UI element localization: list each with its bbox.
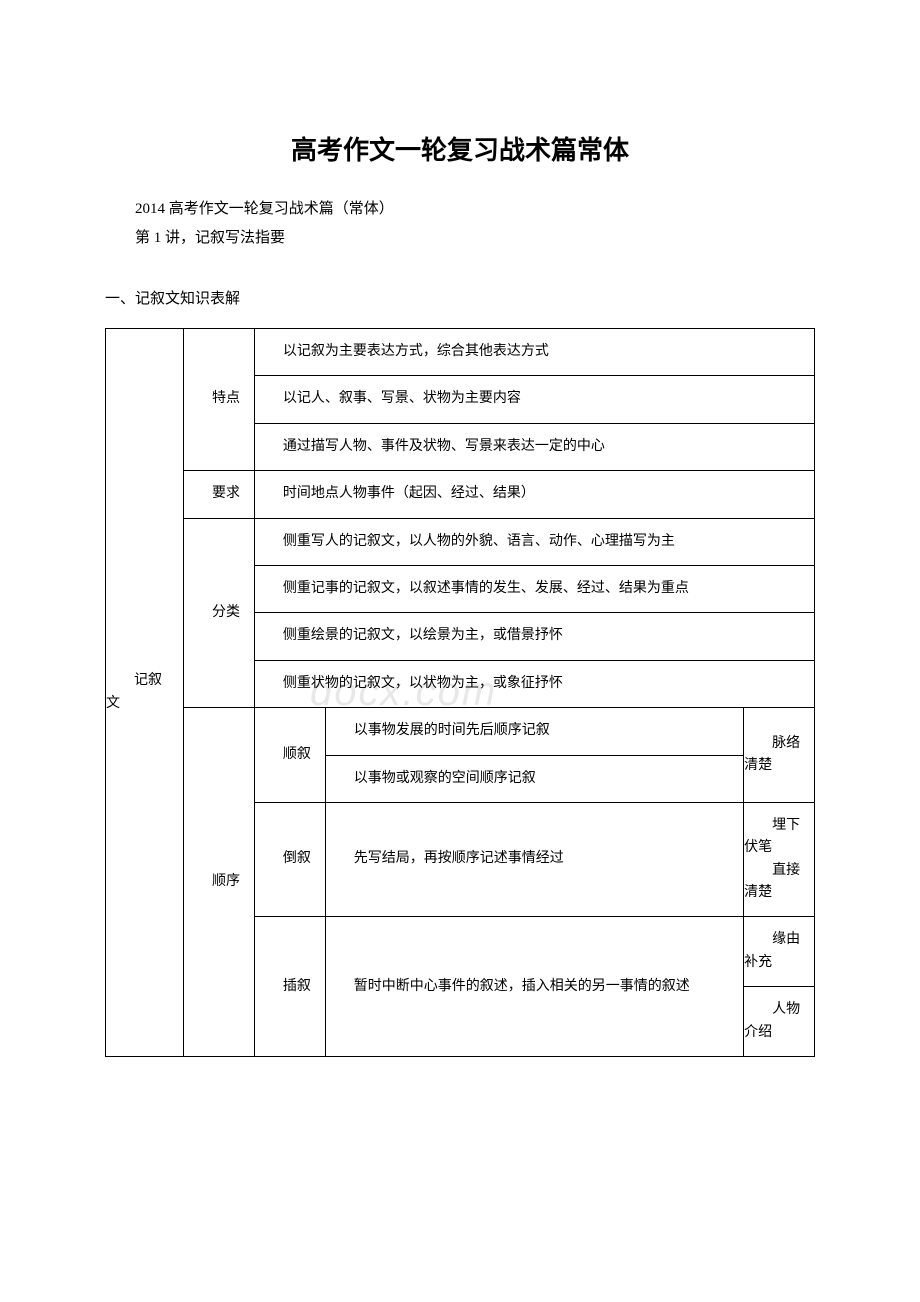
feature-label: 特点 xyxy=(184,388,246,410)
table-row: 记叙文 特点 以记叙为主要表达方式，综合其他表达方式 xyxy=(106,329,815,376)
requirement-label-cell: 要求 xyxy=(183,471,254,518)
main-label-cell: 记叙文 xyxy=(106,329,184,1057)
chaxu-content: 暂时中断中心事件的叙述，插入相关的另一事情的叙述 xyxy=(325,917,743,1057)
daoxu-label: 倒叙 xyxy=(255,848,317,870)
category-content-2: 侧重记事的记叙文，以叙述事情的发生、发展、经过、结果为重点 xyxy=(254,565,814,612)
daoxu-effect: 埋下伏笔 直接清楚 xyxy=(744,802,815,917)
category-label-cell: 分类 xyxy=(183,518,254,708)
shunxu-content-1: 以事物发展的时间先后顺序记叙 xyxy=(325,708,743,755)
order-label: 顺序 xyxy=(184,871,246,893)
shunxu-label: 顺叙 xyxy=(255,744,317,766)
section-heading: 一、记叙文知识表解 xyxy=(105,287,815,308)
requirement-label: 要求 xyxy=(184,483,246,505)
page-title: 高考作文一轮复习战术篇常体 xyxy=(105,130,815,167)
category-content-1: 侧重写人的记叙文，以人物的外貌、语言、动作、心理描写为主 xyxy=(254,518,814,565)
feature-content-1: 以记叙为主要表达方式，综合其他表达方式 xyxy=(254,329,814,376)
chaxu-effect-1: 缘由补充 xyxy=(744,917,815,987)
feature-label-cell: 特点 xyxy=(183,329,254,471)
subtitle-line-2: 第 1 讲，记叙写法指要 xyxy=(105,226,815,247)
category-content-3: 侧重绘景的记叙文，以绘景为主，或借景抒怀 xyxy=(254,613,814,660)
feature-content-2: 以记人、叙事、写景、状物为主要内容 xyxy=(254,376,814,423)
daoxu-content: 先写结局，再按顺序记述事情经过 xyxy=(325,802,743,917)
chaxu-label-cell: 插叙 xyxy=(254,917,325,1057)
shunxu-effect: 脉络清楚 xyxy=(744,708,815,803)
table-row: 分类 侧重写人的记叙文，以人物的外貌、语言、动作、心理描写为主 xyxy=(106,518,815,565)
subtitle-line-1: 2014 高考作文一轮复习战术篇（常体） xyxy=(105,197,815,218)
main-label: 记叙文 xyxy=(106,670,175,715)
table-row: 要求 时间地点人物事件（起因、经过、结果） xyxy=(106,471,815,518)
order-label-cell: 顺序 xyxy=(183,708,254,1057)
category-content-4: 侧重状物的记叙文，以状物为主，或象征抒怀 xyxy=(254,660,814,707)
shunxu-label-cell: 顺叙 xyxy=(254,708,325,803)
requirement-content: 时间地点人物事件（起因、经过、结果） xyxy=(254,471,814,518)
chaxu-label: 插叙 xyxy=(255,976,317,998)
shunxu-content-2: 以事物或观察的空间顺序记叙 xyxy=(325,755,743,802)
category-label: 分类 xyxy=(184,602,246,624)
daoxu-label-cell: 倒叙 xyxy=(254,802,325,917)
chaxu-effect-2: 人物介绍 xyxy=(744,987,815,1057)
knowledge-table: 记叙文 特点 以记叙为主要表达方式，综合其他表达方式 以记人、叙事、写景、状物为… xyxy=(105,328,815,1057)
table-row: 顺序 顺叙 以事物发展的时间先后顺序记叙 脉络清楚 xyxy=(106,708,815,755)
feature-content-3: 通过描写人物、事件及状物、写景来表达一定的中心 xyxy=(254,423,814,470)
